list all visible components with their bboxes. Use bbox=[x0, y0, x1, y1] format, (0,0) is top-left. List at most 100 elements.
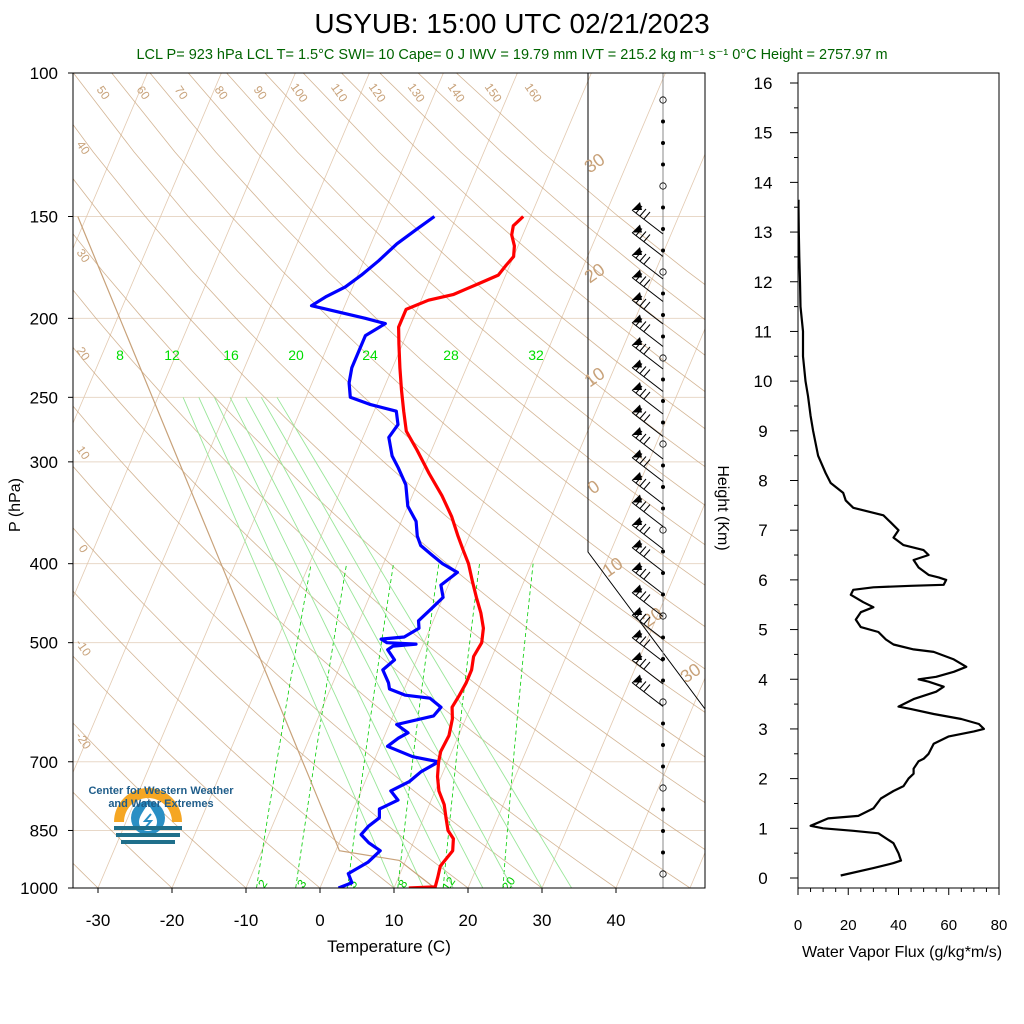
dry-adiabat-line bbox=[379, 73, 705, 356]
wind-barb-tick bbox=[639, 411, 647, 419]
dry-adiabat-line bbox=[264, 73, 705, 468]
wind-barb-tick bbox=[643, 391, 651, 400]
dry-adiabat-line bbox=[73, 346, 691, 888]
wind-barb-tick bbox=[643, 616, 651, 625]
wind-level-dot bbox=[661, 398, 666, 403]
wind-barb-tick bbox=[639, 343, 647, 352]
flux-y-tick-label: 12 bbox=[754, 273, 773, 292]
x-tick-label: 0 bbox=[315, 911, 324, 930]
logo-name-line2: and Water Extremes bbox=[108, 798, 214, 810]
flux-y-tick-label: 1 bbox=[758, 819, 767, 838]
dry-adiabat-label: 50 bbox=[94, 83, 113, 102]
flux-y-tick-label: 11 bbox=[754, 322, 772, 341]
wind-barb-tick bbox=[635, 250, 643, 259]
wind-barb-tick bbox=[643, 211, 651, 220]
x-tick-label: 40 bbox=[607, 911, 626, 930]
wind-level-dot bbox=[661, 850, 666, 855]
flux-y-tick-label: 2 bbox=[758, 770, 767, 789]
isotherm-line bbox=[73, 73, 222, 425]
wind-barb-staff bbox=[631, 232, 664, 257]
flux-y-tick-label: 13 bbox=[754, 223, 773, 242]
wind-level-dot bbox=[659, 526, 667, 534]
wind-barb-tick bbox=[635, 633, 643, 641]
flux-frame bbox=[797, 72, 1000, 889]
wind-level-dot bbox=[661, 248, 666, 253]
wind-barb-tick bbox=[643, 301, 651, 310]
hodograph-label: 30 bbox=[677, 659, 705, 687]
isotherm-label: 10 bbox=[74, 443, 93, 462]
wind-barb-staff bbox=[631, 344, 664, 370]
logo-name-line1: Center for Western Weather bbox=[88, 785, 234, 797]
wind-barb-staff bbox=[631, 457, 664, 482]
wind-barb-tick bbox=[643, 256, 651, 265]
moist-adiabat-line bbox=[229, 397, 484, 888]
wind-barb-staff bbox=[631, 479, 664, 505]
cw3e-logo-text: Center for Western Weather and Water Ext… bbox=[86, 785, 236, 811]
mixing-ratio-label: 24 bbox=[362, 347, 378, 363]
wind-level-dot bbox=[661, 377, 666, 382]
wind-level-dot bbox=[659, 698, 667, 706]
flux-y-tick-label: 7 bbox=[758, 521, 767, 540]
wind-barb-flag bbox=[632, 247, 642, 255]
moist-adiabat-line bbox=[276, 397, 572, 888]
hodograph-label: 10 bbox=[599, 553, 627, 581]
wind-barbs bbox=[631, 96, 667, 878]
wind-barb-tick bbox=[635, 273, 643, 281]
wind-level-dot bbox=[659, 784, 667, 792]
wind-barb-tick bbox=[635, 588, 643, 596]
wind-level-dot bbox=[661, 119, 666, 124]
temperature-series-line bbox=[397, 215, 525, 888]
wind-level-dot bbox=[659, 440, 667, 448]
mixing-ratio-bottom-label: 3 bbox=[294, 877, 309, 891]
wind-barb-flag bbox=[632, 494, 642, 503]
dry-adiabat-label: 130 bbox=[405, 80, 428, 105]
mixing-ratio-line bbox=[442, 563, 480, 888]
wind-barb-flag bbox=[632, 539, 642, 548]
wind-barb-tick bbox=[635, 678, 643, 686]
wind-barb-tick bbox=[639, 591, 647, 599]
wind-barb-staff bbox=[631, 322, 664, 347]
wind-level-dot bbox=[661, 657, 666, 662]
wind-level-dot bbox=[661, 226, 666, 231]
wind-barb-tick bbox=[639, 568, 647, 577]
hodograph-label: 10 bbox=[581, 363, 609, 391]
moist-adiabat-line bbox=[213, 397, 454, 888]
y-tick-label: 400 bbox=[30, 555, 58, 574]
dry-adiabat-line bbox=[111, 73, 705, 628]
wind-barb-flag bbox=[632, 427, 642, 435]
wind-barb-flag bbox=[632, 517, 642, 525]
dry-adiabat-line bbox=[73, 465, 543, 888]
wind-level-dot bbox=[659, 870, 667, 878]
wind-level-dot bbox=[661, 506, 666, 511]
skewt-ylabel: P (hPa) bbox=[7, 478, 24, 532]
wind-level-dot bbox=[661, 743, 666, 748]
isotherm-line bbox=[393, 153, 705, 888]
wind-barb-tick bbox=[635, 408, 643, 416]
wind-barb-tick bbox=[643, 661, 651, 670]
isotherm-line bbox=[245, 73, 592, 888]
wind-barb-tick bbox=[635, 543, 643, 551]
flux-y-tick-label: 4 bbox=[758, 670, 767, 689]
isotherm-label: 30 bbox=[74, 246, 93, 265]
flux-y-tick-label: 14 bbox=[754, 173, 773, 192]
y-tick-label: 1000 bbox=[20, 879, 58, 898]
wind-barb-tick bbox=[635, 295, 643, 304]
flux-y-tick-label: 16 bbox=[754, 74, 773, 93]
wind-barb-staff bbox=[631, 592, 664, 617]
wind-barb-tick bbox=[643, 459, 651, 467]
flux-y-tick-label: 10 bbox=[754, 372, 773, 391]
wind-barb-tick bbox=[639, 456, 647, 464]
x-tick-label: 30 bbox=[533, 911, 552, 930]
wind-barb-tick bbox=[635, 498, 643, 506]
wind-barb-staff bbox=[631, 434, 664, 460]
wind-barb-staff bbox=[631, 637, 664, 662]
isotherm-line bbox=[171, 73, 518, 888]
wind-barb-tick bbox=[639, 501, 647, 509]
isotherm-label: -10 bbox=[73, 637, 95, 660]
wind-barb-flag bbox=[632, 562, 642, 570]
flux-y-tick-label: 0 bbox=[758, 869, 767, 888]
moist-adiabat-line bbox=[245, 397, 513, 888]
wind-barb-staff bbox=[631, 299, 664, 325]
wind-barb-tick bbox=[639, 681, 647, 689]
